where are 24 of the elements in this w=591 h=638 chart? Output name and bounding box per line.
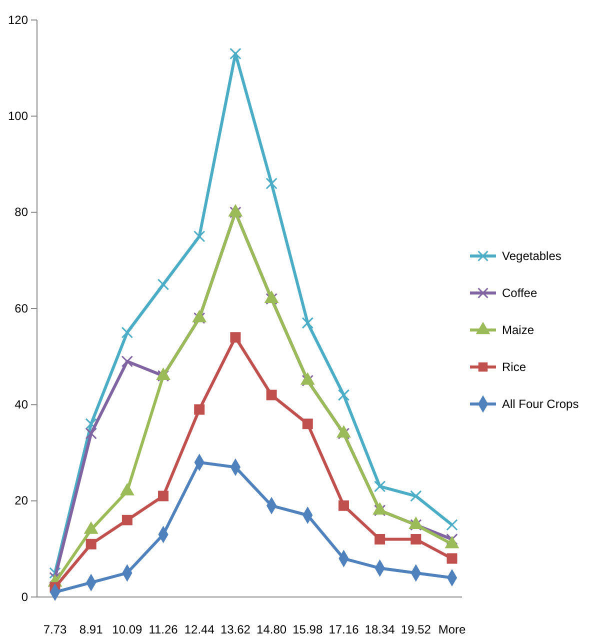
x-tick-label: 19.52 <box>400 622 432 637</box>
y-tick-label: 120 <box>8 12 28 27</box>
x-tick-label: 10.09 <box>112 622 143 637</box>
y-tick-label: 40 <box>14 398 28 412</box>
y-tick-label: 20 <box>14 494 28 508</box>
legend-label: Maize <box>502 323 534 338</box>
y-tick-label: 0 <box>21 590 28 604</box>
x-tick-label: 12.44 <box>184 622 215 637</box>
x-tick-label: 17.16 <box>328 622 360 637</box>
x-tick-label: 18.34 <box>364 622 396 637</box>
x-tick-label: More <box>438 622 466 637</box>
legend-label: All Four Crops <box>502 397 579 412</box>
x-tick-label: 14.80 <box>256 622 287 637</box>
x-tick-label: 8.91 <box>79 622 104 637</box>
y-tick-label: 80 <box>14 205 28 220</box>
x-tick-label: 13.62 <box>220 622 251 637</box>
y-tick-label: 60 <box>14 301 28 316</box>
x-tick-label: 15.98 <box>292 622 323 637</box>
x-tick-label: 11.26 <box>148 622 178 637</box>
legend-label: Vegetables <box>502 249 562 264</box>
y-tick-label: 100 <box>8 109 28 124</box>
x-tick-label: 7.73 <box>43 622 67 637</box>
legend-label: Coffee <box>502 286 538 300</box>
legend-label: Rice <box>502 360 526 374</box>
